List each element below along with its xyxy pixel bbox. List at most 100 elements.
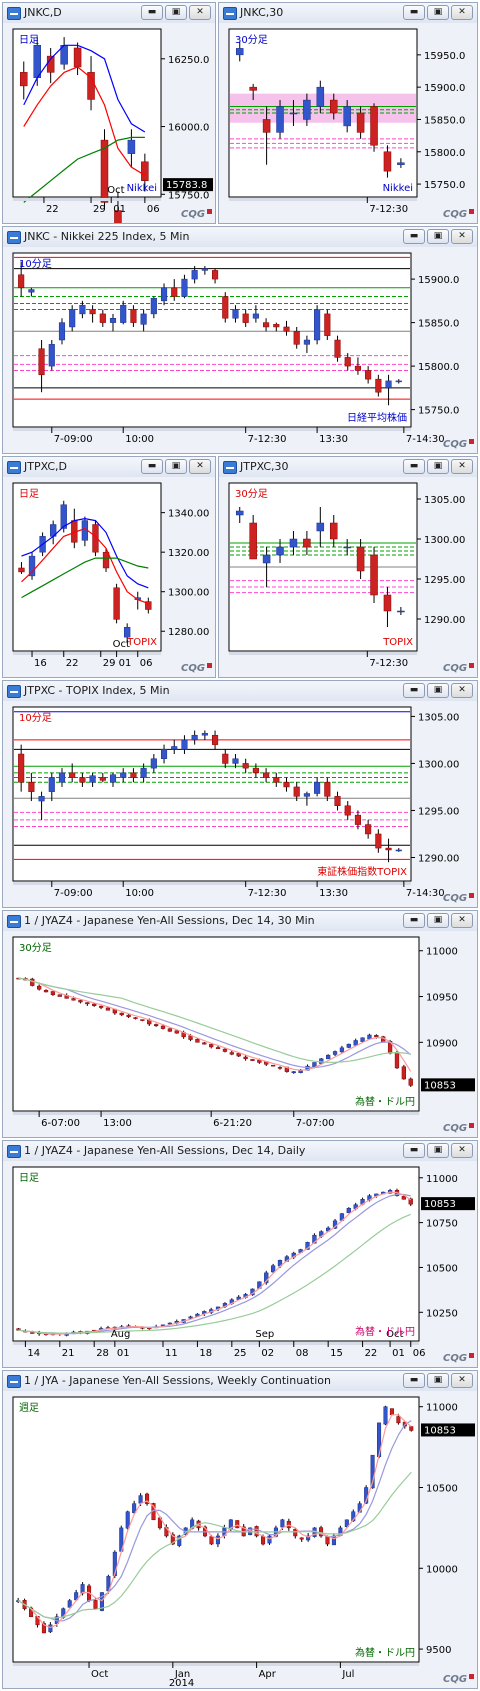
close-icon: ✕	[458, 461, 466, 471]
candle	[105, 1007, 111, 1011]
candle	[370, 547, 378, 603]
minimize-button[interactable]: ▬	[403, 683, 425, 698]
instrument-label: 日経平均株価	[347, 411, 407, 424]
plot-area[interactable]	[12, 482, 162, 652]
x-tick-label: 15	[330, 1348, 343, 1359]
candle-body	[33, 45, 41, 79]
candle-body	[243, 1056, 248, 1060]
close-button[interactable]: ✕	[451, 1143, 473, 1158]
minimize-button[interactable]: ▬	[403, 1143, 425, 1158]
close-button[interactable]: ✕	[189, 5, 211, 20]
candle	[252, 763, 259, 778]
candle-body	[370, 1454, 375, 1489]
restore-button[interactable]: ▣	[427, 913, 449, 928]
close-button[interactable]: ✕	[189, 459, 211, 474]
candle	[353, 1038, 358, 1046]
close-button[interactable]: ✕	[451, 913, 473, 928]
minimize-button[interactable]: ▬	[403, 5, 425, 20]
y-tick-label: 10900	[426, 1038, 458, 1049]
plot-area[interactable]	[12, 936, 420, 1112]
plot-area[interactable]	[12, 706, 412, 882]
plot-area[interactable]	[12, 252, 412, 428]
candle	[242, 309, 249, 327]
window-titlebar[interactable]: JTPXC,30 ▬ ▣ ✕	[219, 457, 477, 478]
y-tick-label: 1340.00	[168, 509, 209, 520]
candle-body	[329, 522, 338, 540]
svg-text:CQG: CQG	[443, 663, 467, 674]
window-titlebar[interactable]: JTPXC,D ▬ ▣ ✕	[3, 457, 215, 478]
restore-button[interactable]: ▣	[427, 459, 449, 474]
candle-body	[18, 753, 25, 783]
window-titlebar[interactable]: JNKC - Nikkei 225 Index, 5 Min ▬ ▣ ✕	[3, 227, 477, 248]
minimize-button[interactable]: ▬	[403, 1373, 425, 1388]
candle	[395, 379, 402, 384]
candle	[140, 1019, 145, 1022]
chart-svg: 15900.0 15850.0 15800.0 15750.0 7-09:00 10:00…	[3, 247, 477, 453]
restore-icon: ▣	[433, 685, 443, 695]
svg-text:CQG: CQG	[443, 1674, 467, 1685]
candle-body	[99, 313, 106, 323]
candle-body	[212, 734, 219, 745]
window-titlebar[interactable]: JNKC,D ▬ ▣ ✕	[3, 3, 215, 24]
candle	[235, 41, 244, 62]
cqg-logo-icon: CQG	[443, 1123, 474, 1134]
restore-button[interactable]: ▣	[427, 229, 449, 244]
window-title: JTPXC,D	[24, 460, 67, 473]
period-label: 30分足	[235, 488, 268, 500]
minimize-button[interactable]: ▬	[403, 459, 425, 474]
minimize-button[interactable]: ▬	[403, 229, 425, 244]
restore-button[interactable]: ▣	[427, 1143, 449, 1158]
restore-button[interactable]: ▣	[165, 459, 187, 474]
restore-button[interactable]: ▣	[165, 5, 187, 20]
window-titlebar[interactable]: JTPXC - TOPIX Index, 5 Min ▬ ▣ ✕	[3, 681, 477, 702]
candle	[132, 1500, 137, 1514]
chart-svg: 1305.00 1300.00 1295.00 1290.00 7-09:00 10:00…	[3, 701, 477, 907]
candle	[153, 1023, 159, 1027]
last-value-label: 10853	[424, 1199, 456, 1210]
minimize-button[interactable]: ▬	[141, 459, 163, 474]
candle	[283, 777, 290, 792]
restore-button[interactable]: ▣	[427, 1373, 449, 1388]
restore-button[interactable]: ▣	[427, 5, 449, 20]
x-tick-label: 22	[46, 204, 59, 215]
candle	[167, 1028, 173, 1032]
close-button[interactable]: ✕	[451, 1373, 473, 1388]
minimize-button[interactable]: ▬	[141, 5, 163, 20]
candle-body	[141, 161, 149, 181]
window-titlebar[interactable]: 1 / JYA - Japanese Yen-All Sessions, Wee…	[3, 1371, 477, 1392]
window-titlebar[interactable]: JNKC,30 ▬ ▣ ✕	[219, 3, 477, 24]
restore-icon: ▣	[171, 461, 181, 471]
candle-body	[153, 1024, 159, 1027]
window-titlebar[interactable]: 1 / JYAZ4 - Japanese Yen-All Sessions, D…	[3, 911, 477, 932]
close-button[interactable]: ✕	[451, 229, 473, 244]
chart-window-p7: 1 / JYAZ4 - Japanese Yen-All Sessions, D…	[2, 910, 478, 1138]
x-tick-label: 13:30	[319, 888, 348, 899]
plot-area[interactable]	[12, 1166, 420, 1342]
period-label: 30分足	[19, 942, 52, 954]
close-button[interactable]: ✕	[451, 459, 473, 474]
chart-window-p1: JNKC,D ▬ ▣ ✕ 16250.0 16000.0 15750.0 15783.8 22 2…	[2, 2, 216, 224]
candle-body	[394, 1051, 400, 1069]
close-button[interactable]: ✕	[451, 683, 473, 698]
candle	[232, 305, 239, 323]
period-label: 10分足	[19, 258, 52, 270]
minimize-button[interactable]: ▬	[403, 913, 425, 928]
plot-area[interactable]	[12, 1396, 420, 1663]
restore-button[interactable]: ▣	[427, 683, 449, 698]
chart-svg: 11000 10500 10000 9500 10853 Oct Jan Apr Jul 2014…	[3, 1391, 477, 1688]
candle	[145, 1492, 150, 1506]
close-button[interactable]: ✕	[451, 5, 473, 20]
candle-body	[212, 270, 219, 280]
x-tick-label: 7-14:30	[406, 888, 445, 899]
last-value-box	[163, 178, 213, 192]
candle-body	[79, 777, 86, 783]
y-tick-label: 1295.00	[424, 575, 465, 586]
candle-body	[325, 1536, 330, 1545]
candle-body	[112, 1551, 117, 1576]
candle	[79, 772, 86, 787]
candle	[140, 309, 147, 332]
window-titlebar[interactable]: 1 / JYAZ4 - Japanese Yen-All Sessions, D…	[3, 1141, 477, 1162]
candle	[69, 305, 76, 332]
window-title: 1 / JYAZ4 - Japanese Yen-All Sessions, D…	[24, 914, 315, 927]
candle	[171, 279, 178, 301]
